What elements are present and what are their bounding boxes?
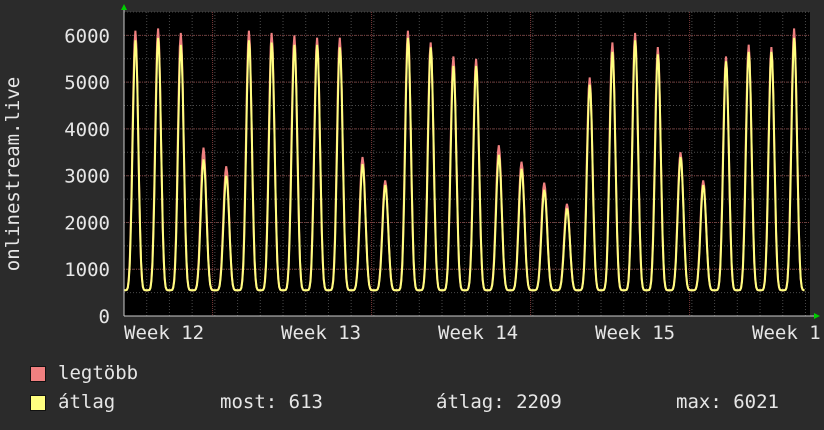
legend-label-legtobb: legtöbb <box>58 362 139 384</box>
y-axis-arrow <box>121 4 127 10</box>
y-tick-label: 1000 <box>64 259 110 281</box>
stat-maximum: max: 6021 <box>676 391 779 413</box>
x-tick-label: Week 1 <box>752 322 821 344</box>
stat-average: átlag: 2209 <box>436 391 562 413</box>
series-line-atlag <box>124 37 805 292</box>
y-tick-label: 3000 <box>64 166 110 188</box>
y-tick-label: 4000 <box>64 119 110 141</box>
line-chart: 0 1000 2000 3000 4000 5000 6000 Week 12 Week 13 W… <box>2 4 821 344</box>
x-tick-label: Week 13 <box>281 322 361 344</box>
x-tick-label: Week 14 <box>438 322 518 344</box>
y-tick-label: 6000 <box>64 25 110 47</box>
plot-area <box>124 12 810 316</box>
y-tick-label: 2000 <box>64 212 110 234</box>
legend-swatch-legtobb <box>30 366 46 382</box>
y-tick-label: 5000 <box>64 72 110 94</box>
x-tick-label: Week 15 <box>595 322 675 344</box>
legend-label-atlag: átlag <box>58 391 116 413</box>
y-axis-label: onlinestream.live <box>2 77 24 271</box>
x-tick-label: Week 12 <box>124 322 204 344</box>
x-axis-arrow <box>814 313 820 319</box>
legend-swatch-atlag <box>30 395 46 411</box>
y-tick-label: 0 <box>99 306 110 328</box>
stat-current: most: 613 <box>220 391 323 413</box>
